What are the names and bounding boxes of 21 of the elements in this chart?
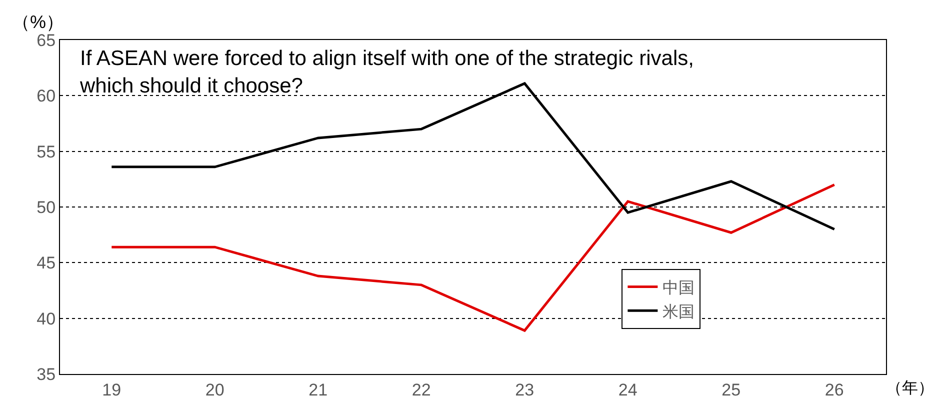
x-tick-label: 26 bbox=[824, 380, 844, 400]
y-tick-label: 55 bbox=[36, 142, 56, 162]
legend-label: 中国 bbox=[662, 279, 695, 298]
y-tick-label: 50 bbox=[36, 198, 56, 217]
y-tick-label: 65 bbox=[36, 30, 56, 50]
x-tick-label: 23 bbox=[515, 380, 534, 400]
y-axis-title: （%） bbox=[12, 12, 64, 32]
x-tick-label: 20 bbox=[205, 380, 224, 400]
legend-label: 米国 bbox=[662, 302, 695, 321]
text: If ASEAN were forced to align itself with one of the strategic rivals, which should it choose? bbox=[79, 47, 694, 98]
y-tick-label: 40 bbox=[36, 309, 56, 328]
x-tick-label: 21 bbox=[308, 380, 328, 400]
x-tick-label: 24 bbox=[618, 380, 638, 400]
y-tick-label: 35 bbox=[36, 364, 56, 384]
line-series bbox=[110, 183, 836, 332]
x-axis-title: （年） bbox=[886, 380, 934, 397]
y-tick-label: 45 bbox=[36, 254, 56, 273]
x-tick-label: 25 bbox=[722, 380, 741, 400]
y-tick-label: 60 bbox=[36, 86, 56, 106]
x-tick-label: 19 bbox=[102, 380, 122, 400]
x-tick-label: 22 bbox=[412, 380, 431, 400]
